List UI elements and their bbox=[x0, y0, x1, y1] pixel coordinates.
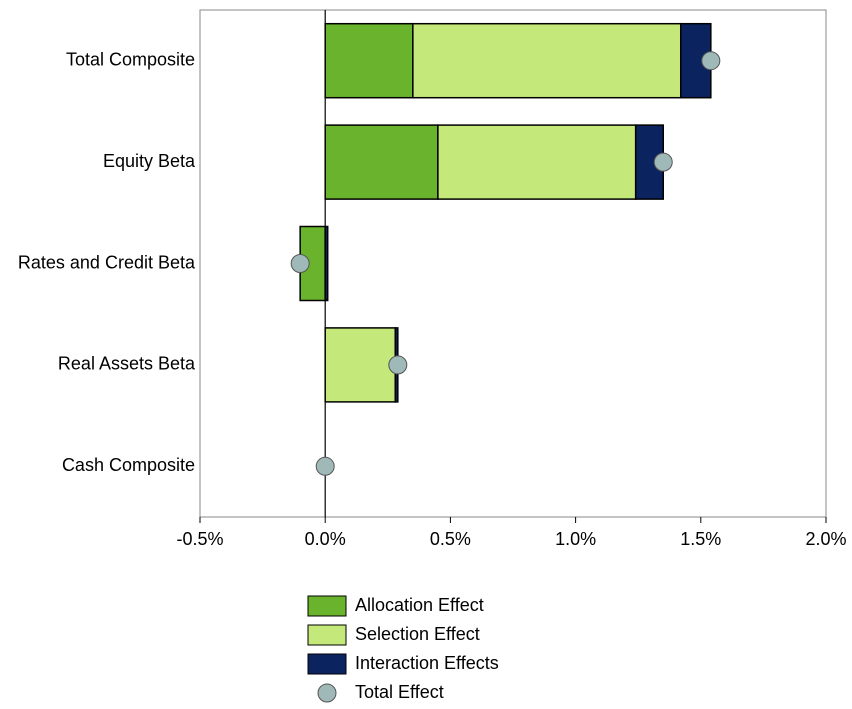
y-tick-label: Rates and Credit Beta bbox=[18, 252, 196, 272]
x-tick-label: -0.5% bbox=[176, 529, 223, 549]
legend-swatch bbox=[307, 653, 347, 675]
x-tick-label: 0.5% bbox=[430, 529, 471, 549]
bar bbox=[324, 22, 414, 99]
total-marker bbox=[388, 355, 408, 375]
legend-swatch bbox=[307, 624, 347, 646]
y-tick-label: Equity Beta bbox=[103, 151, 196, 171]
total-marker bbox=[653, 152, 673, 172]
legend-label: Interaction Effects bbox=[355, 653, 499, 673]
bar bbox=[324, 124, 439, 200]
y-tick-label: Total Composite bbox=[66, 49, 195, 69]
legend-swatch bbox=[307, 595, 347, 617]
x-tick-label: 0.0% bbox=[305, 529, 346, 549]
bar bbox=[437, 124, 637, 200]
x-tick-label: 1.5% bbox=[680, 529, 721, 549]
bar bbox=[324, 327, 397, 403]
total-marker bbox=[290, 254, 310, 273]
y-tick-label: Real Assets Beta bbox=[58, 354, 196, 374]
bar bbox=[324, 225, 329, 302]
legend-label: Allocation Effect bbox=[355, 595, 484, 615]
legend-label: Total Effect bbox=[355, 682, 444, 702]
x-tick-label: 2.0% bbox=[805, 529, 846, 549]
y-tick-label: Cash Composite bbox=[62, 455, 195, 475]
x-tick-label: 1.0% bbox=[555, 529, 596, 549]
legend-label: Selection Effect bbox=[355, 624, 480, 644]
total-marker bbox=[315, 456, 335, 476]
bar bbox=[412, 22, 682, 99]
plot-frame bbox=[199, 9, 827, 518]
total-marker bbox=[701, 51, 721, 71]
legend-marker bbox=[317, 683, 337, 703]
